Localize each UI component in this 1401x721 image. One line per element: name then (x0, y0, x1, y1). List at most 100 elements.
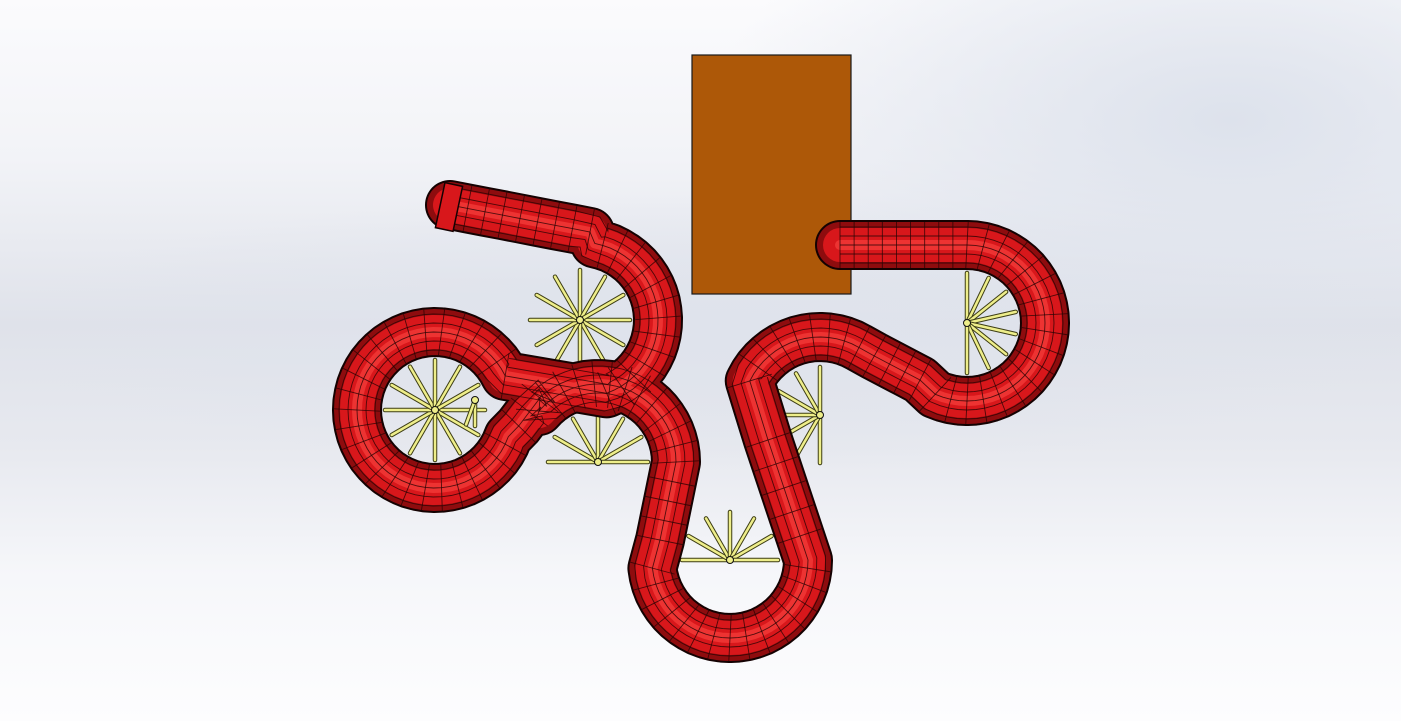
tube-mesh-ring (633, 294, 679, 309)
yellow-spoke-hubs[interactable] (382, 267, 1018, 564)
tube-mesh-ring (645, 495, 691, 507)
hub-node (816, 411, 824, 419)
spoke-fill (728, 517, 756, 562)
tube-mesh-ring (510, 397, 548, 427)
tube-mesh-ring (637, 534, 683, 546)
tube-mesh-ring (979, 376, 988, 423)
tube-mesh-ring (728, 615, 732, 661)
tube-mesh-ring (461, 457, 483, 500)
tube-mesh-ring (809, 314, 817, 361)
tube-mesh-ring (652, 440, 697, 453)
spoke-fill (578, 318, 625, 347)
spoke-fill (535, 293, 582, 322)
spoke-fill (408, 365, 437, 412)
spoke-fill (433, 408, 462, 455)
tube-mesh-ring (753, 609, 771, 653)
tube-mesh-ring (585, 209, 595, 255)
tube-mesh-ring (687, 610, 710, 652)
tube-mesh-ring (987, 231, 1010, 273)
spoke-fill (464, 398, 477, 426)
tube-mesh-ring (400, 462, 419, 506)
tube-mesh-ring (653, 460, 699, 464)
tube-mesh-ring (762, 480, 806, 496)
tube-mesh-ring (1006, 255, 1044, 286)
tube-mesh-ring (459, 321, 485, 362)
tube-mesh-ring (648, 420, 691, 442)
red-meandering-tube[interactable] (332, 180, 1070, 663)
spoke-hub[interactable] (527, 267, 633, 373)
tube-mesh-ring (341, 432, 386, 450)
tube-mesh-ring (616, 360, 652, 393)
spoke-fill (596, 435, 643, 464)
tube-mesh-ring (342, 367, 385, 390)
tube-mesh-ring (919, 377, 952, 412)
tube-mesh-ring (754, 456, 798, 472)
spoke-hub[interactable] (382, 357, 488, 463)
spoke-hub[interactable] (545, 409, 651, 466)
tube-mesh-ring (633, 330, 680, 338)
tube-mesh-ring (1019, 338, 1063, 356)
tube-mesh-ring (753, 338, 786, 373)
tube-mesh-ring (515, 408, 562, 414)
tube-mesh-ring (515, 195, 525, 242)
tube-mesh-ring (535, 382, 566, 418)
spoke-fill (553, 435, 600, 464)
hub-node (471, 396, 479, 404)
tube-mesh-ring (521, 383, 559, 413)
spoke-fill (578, 275, 607, 322)
tube-mesh-ring (567, 205, 578, 252)
tube-mesh-ring (1018, 292, 1064, 306)
spoke-hub[interactable] (963, 270, 1018, 376)
tube-mesh-ring (617, 366, 633, 411)
tube-mesh-ring (837, 318, 851, 364)
spoke-fill (390, 383, 437, 412)
tube-mesh-ring (351, 442, 392, 469)
spoke-fill (794, 413, 822, 458)
tube-mesh-ring (1021, 327, 1068, 336)
tube-mesh-ring (630, 341, 675, 358)
spoke-fill (704, 517, 732, 562)
tube-mesh-ring (1021, 313, 1068, 317)
spoke-fill (777, 389, 822, 417)
spoke-fill (578, 318, 607, 365)
tube-mesh-ring (878, 343, 901, 385)
spoke-fill (965, 321, 990, 370)
tube-mesh-ring (727, 373, 772, 389)
tube-mesh-ring (999, 366, 1026, 406)
spoke-fill (553, 318, 582, 365)
tube-mesh-ring (653, 597, 691, 628)
tube-mesh-ring (552, 371, 576, 413)
tube-mesh-ring (826, 314, 831, 361)
tube-mesh-ring (477, 348, 516, 376)
tube-mesh-ring (998, 241, 1028, 279)
tube-mesh-ring (965, 378, 969, 424)
hub-node (963, 319, 971, 327)
tube-mesh-ring (335, 422, 382, 431)
tube-mesh-ring (423, 309, 428, 356)
spoke-fill (596, 417, 625, 464)
tube-mesh-ring (990, 372, 1008, 416)
tube-mesh-ring (596, 222, 609, 268)
tube-mesh-ring (403, 313, 417, 359)
spoke-hub[interactable] (463, 396, 479, 429)
tube-mesh-ring (649, 476, 695, 487)
tube-mesh-ring (782, 575, 826, 593)
tube-mesh-ring (591, 361, 597, 408)
tube-mesh-ring (334, 408, 380, 412)
tube-mesh-ring (607, 367, 635, 406)
tube-mesh-ring (862, 335, 886, 377)
hub-node (726, 556, 734, 564)
spoke-fill (965, 310, 1017, 325)
tube-mesh-ring (641, 588, 684, 610)
tube-mesh-ring (501, 409, 536, 443)
tube-mesh-ring (449, 313, 466, 358)
tube-mesh-ring (788, 318, 806, 363)
tube-mesh-ring (421, 464, 430, 511)
tube-mesh-ring (769, 326, 795, 367)
tube-mesh-ring (607, 230, 629, 273)
tube-mesh-ring (478, 442, 515, 474)
tube-mesh-ring (624, 351, 665, 377)
spoke-hub[interactable] (679, 509, 781, 564)
